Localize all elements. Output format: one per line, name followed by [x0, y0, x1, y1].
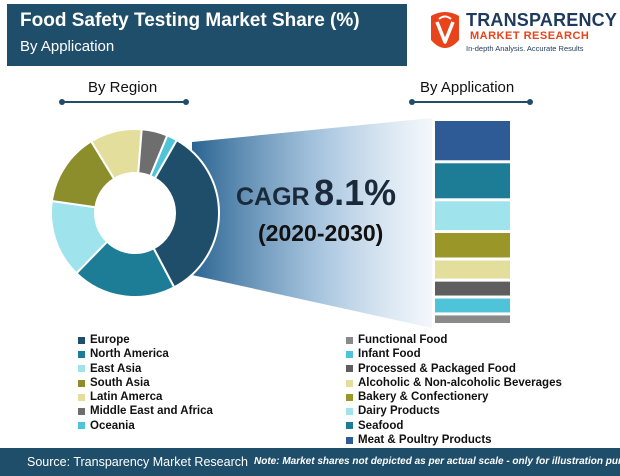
logo-tagline: In-depth Analysis. Accurate Results — [466, 44, 584, 53]
application-legend-item-bakery-confectionery: Bakery & Confectionery — [346, 390, 562, 404]
region-legend-item-europe: Europe — [78, 333, 213, 347]
region-chart-title: By Region — [88, 79, 158, 96]
application-legend-item-seafood: Seafood — [346, 419, 562, 433]
bar-segment-infant-food — [435, 298, 510, 313]
cagr-highlight: CAGR 8.1% — [236, 172, 396, 214]
legend-swatch — [346, 365, 353, 373]
legend-label: Europe — [90, 334, 130, 346]
legend-swatch — [346, 379, 353, 387]
application-chart-title: By Application — [420, 79, 515, 96]
legend-swatch — [346, 422, 353, 430]
legend-swatch — [346, 393, 353, 401]
legend-swatch — [346, 408, 353, 416]
legend-label: East Asia — [90, 362, 142, 375]
source-text: Source: Transparency Market Research — [27, 455, 248, 469]
bar-segment-dairy-products — [435, 201, 510, 231]
region-legend-item-east-asia: East Asia — [78, 362, 213, 376]
company-logo: TRANSPARENCY MARKET RESEARCH In-depth An… — [428, 10, 617, 58]
legend-label: Middle East and Africa — [90, 405, 213, 418]
region-legend-item-middle-east-and-africa: Middle East and Africa — [78, 404, 213, 418]
legend-label: North America — [90, 348, 169, 361]
legend-swatch — [78, 408, 85, 416]
legend-label: Processed & Packaged Food — [358, 362, 516, 375]
logo-name: TRANSPARENCY — [466, 10, 618, 30]
cagr-value: 8.1% — [314, 172, 397, 213]
application-legend-item-processed-packaged-food: Processed & Packaged Food — [346, 362, 562, 376]
bar-segment-seafood — [435, 163, 510, 199]
legend-label: Alcoholic & Non-alcoholic Beverages — [358, 376, 562, 389]
legend-swatch — [346, 436, 353, 444]
legend-label: Oceania — [90, 419, 135, 432]
footer-bar: Source: Transparency Market Research Not… — [0, 448, 620, 476]
application-legend-item-functional-food: Functional Food — [346, 333, 562, 347]
application-legend-item-alcoholic-non-alcoholic-beverages: Alcoholic & Non-alcoholic Beverages — [346, 376, 562, 390]
application-legend-item-meat-poultry-products: Meat & Poultry Products — [346, 433, 562, 447]
legend-swatch — [78, 422, 85, 430]
region-donut-chart — [50, 128, 220, 298]
page-subtitle: By Application — [20, 38, 115, 55]
application-stacked-bar — [435, 121, 510, 323]
legend-swatch — [346, 350, 353, 358]
application-legend: Functional Food Infant Food Processed & Pa… — [346, 333, 562, 447]
cagr-label: CAGR — [236, 183, 310, 211]
region-legend: Europe North America East Asia South Asia La… — [78, 333, 213, 433]
forecast-period: (2020-2030) — [258, 220, 384, 246]
region-legend-item-latin-amerca: Latin Amerca — [78, 390, 213, 404]
transparency-logo-mark-icon — [431, 12, 459, 48]
legend-label: Meat & Poultry Products — [358, 434, 492, 447]
donut-slice-europe — [152, 138, 220, 289]
legend-swatch — [78, 393, 85, 401]
legend-label: Infant Food — [358, 348, 421, 361]
bar-segment-meat-poultry-products — [435, 121, 510, 161]
region-legend-item-north-america: North America — [78, 347, 213, 361]
legend-label: Functional Food — [358, 334, 448, 346]
region-legend-item-south-asia: South Asia — [78, 376, 213, 390]
disclaimer-note: Note: Market shares not depicted as per … — [254, 456, 620, 467]
title-banner: Food Safety Testing Market Share (%) By … — [7, 4, 407, 66]
legend-swatch — [78, 379, 85, 387]
legend-label: Seafood — [358, 419, 404, 432]
legend-label: Dairy Products — [358, 405, 440, 418]
connector-beam — [192, 118, 432, 328]
legend-swatch — [78, 350, 85, 358]
underline-decor — [59, 99, 533, 105]
page-title: Food Safety Testing Market Share (%) — [20, 10, 360, 31]
bar-segment-processed-packaged-food — [435, 281, 510, 296]
bar-segment-alcoholic-non-alcoholic-beverages — [435, 260, 510, 279]
logo-name-secondary: MARKET RESEARCH — [470, 30, 590, 42]
donut-slice-oceania — [149, 134, 179, 180]
bar-segment-bakery-confectionery — [435, 233, 510, 258]
legend-label: South Asia — [90, 376, 150, 389]
application-legend-item-infant-food: Infant Food — [346, 347, 562, 361]
legend-swatch — [78, 365, 85, 373]
bar-segment-functional-food — [435, 315, 510, 323]
region-legend-item-oceania: Oceania — [78, 419, 213, 433]
legend-label: Bakery & Confectionery — [358, 391, 489, 404]
application-legend-item-dairy-products: Dairy Products — [346, 404, 562, 418]
legend-swatch — [78, 336, 85, 344]
legend-label: Latin Amerca — [90, 391, 163, 404]
legend-swatch — [346, 336, 353, 344]
